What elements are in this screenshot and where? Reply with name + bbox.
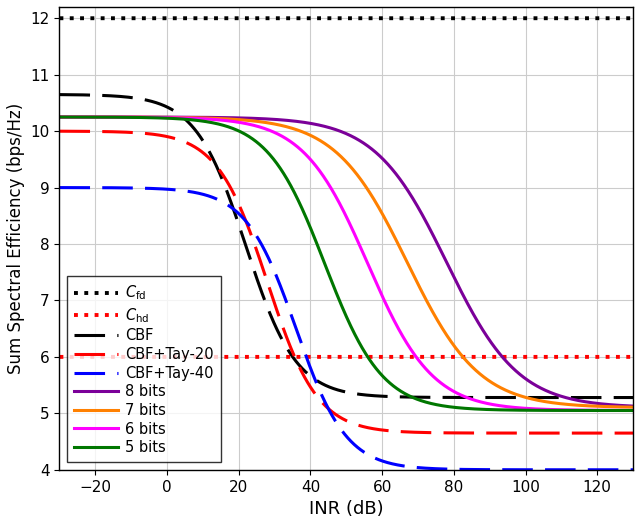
5 bits bbox=[300, 211, 308, 217]
8 bits bbox=[121, 114, 129, 120]
CBF+Tay-40 bbox=[121, 185, 129, 191]
7 bits bbox=[556, 401, 564, 407]
CBF bbox=[629, 394, 637, 401]
7 bits bbox=[618, 404, 626, 410]
CBF+Tay-40 bbox=[618, 467, 626, 473]
Line: 6 bits: 6 bits bbox=[60, 117, 633, 411]
CBF+Tay-20 bbox=[276, 314, 284, 321]
$C_{\mathrm{fd}}$ bbox=[121, 15, 129, 22]
6 bits bbox=[300, 150, 308, 156]
$C_{\mathrm{fd}}$ bbox=[155, 15, 163, 22]
8 bits bbox=[629, 403, 637, 410]
8 bits bbox=[276, 117, 284, 123]
8 bits bbox=[618, 402, 626, 408]
$C_{\mathrm{hd}}$ bbox=[629, 354, 637, 360]
8 bits bbox=[155, 114, 163, 120]
5 bits bbox=[276, 164, 284, 170]
$C_{\mathrm{hd}}$ bbox=[56, 354, 63, 360]
7 bits bbox=[56, 114, 63, 120]
CBF+Tay-40 bbox=[276, 280, 284, 287]
CBF bbox=[618, 394, 626, 401]
$C_{\mathrm{hd}}$ bbox=[276, 354, 284, 360]
CBF+Tay-20 bbox=[56, 128, 63, 134]
$C_{\mathrm{fd}}$ bbox=[300, 15, 308, 22]
Line: 8 bits: 8 bits bbox=[60, 117, 633, 406]
7 bits bbox=[121, 114, 129, 120]
Line: 5 bits: 5 bits bbox=[60, 117, 633, 411]
7 bits bbox=[629, 404, 637, 411]
5 bits bbox=[56, 114, 63, 120]
6 bits bbox=[556, 406, 564, 413]
$C_{\mathrm{fd}}$ bbox=[56, 15, 63, 22]
5 bits bbox=[121, 114, 129, 120]
CBF+Tay-40 bbox=[629, 467, 637, 473]
CBF+Tay-40 bbox=[300, 349, 308, 355]
CBF+Tay-20 bbox=[121, 129, 129, 135]
6 bits bbox=[155, 114, 163, 121]
6 bits bbox=[276, 132, 284, 138]
$C_{\mathrm{hd}}$ bbox=[300, 354, 308, 360]
CBF+Tay-40 bbox=[556, 467, 564, 473]
CBF bbox=[276, 331, 284, 338]
8 bits bbox=[300, 119, 308, 125]
$C_{\mathrm{fd}}$ bbox=[618, 15, 626, 22]
8 bits bbox=[56, 114, 63, 120]
CBF bbox=[556, 394, 564, 401]
8 bits bbox=[556, 393, 564, 399]
$C_{\mathrm{hd}}$ bbox=[155, 354, 163, 360]
Line: 7 bits: 7 bits bbox=[60, 117, 633, 407]
Line: CBF+Tay-40: CBF+Tay-40 bbox=[60, 187, 633, 470]
Line: CBF+Tay-20: CBF+Tay-20 bbox=[60, 131, 633, 433]
CBF+Tay-20 bbox=[629, 430, 637, 436]
Line: CBF: CBF bbox=[60, 94, 633, 397]
6 bits bbox=[618, 407, 626, 414]
$C_{\mathrm{fd}}$ bbox=[629, 15, 637, 22]
$C_{\mathrm{hd}}$ bbox=[618, 354, 626, 360]
$C_{\mathrm{fd}}$ bbox=[276, 15, 284, 22]
CBF+Tay-20 bbox=[300, 373, 308, 380]
CBF bbox=[155, 100, 163, 107]
6 bits bbox=[56, 114, 63, 120]
CBF+Tay-40 bbox=[56, 184, 63, 191]
5 bits bbox=[556, 407, 564, 414]
CBF+Tay-20 bbox=[618, 430, 626, 436]
$C_{\mathrm{hd}}$ bbox=[121, 354, 129, 360]
CBF+Tay-20 bbox=[556, 430, 564, 436]
5 bits bbox=[155, 115, 163, 121]
CBF bbox=[56, 91, 63, 98]
$C_{\mathrm{fd}}$ bbox=[556, 15, 564, 22]
5 bits bbox=[618, 407, 626, 414]
CBF bbox=[300, 368, 308, 374]
$C_{\mathrm{hd}}$ bbox=[556, 354, 564, 360]
6 bits bbox=[121, 114, 129, 120]
7 bits bbox=[155, 114, 163, 120]
Legend: $C_{\mathrm{fd}}$, $C_{\mathrm{hd}}$, CBF, CBF+Tay-20, CBF+Tay-40, 8 bits, 7 bit: $C_{\mathrm{fd}}$, $C_{\mathrm{hd}}$, CB… bbox=[67, 276, 221, 463]
5 bits bbox=[629, 407, 637, 414]
CBF+Tay-40 bbox=[155, 186, 163, 192]
7 bits bbox=[276, 122, 284, 128]
CBF+Tay-20 bbox=[155, 132, 163, 138]
7 bits bbox=[300, 130, 308, 136]
X-axis label: INR (dB): INR (dB) bbox=[309, 500, 383, 518]
6 bits bbox=[629, 407, 637, 414]
Y-axis label: Sum Spectral Efficiency (bps/Hz): Sum Spectral Efficiency (bps/Hz) bbox=[7, 103, 25, 374]
CBF bbox=[121, 93, 129, 100]
